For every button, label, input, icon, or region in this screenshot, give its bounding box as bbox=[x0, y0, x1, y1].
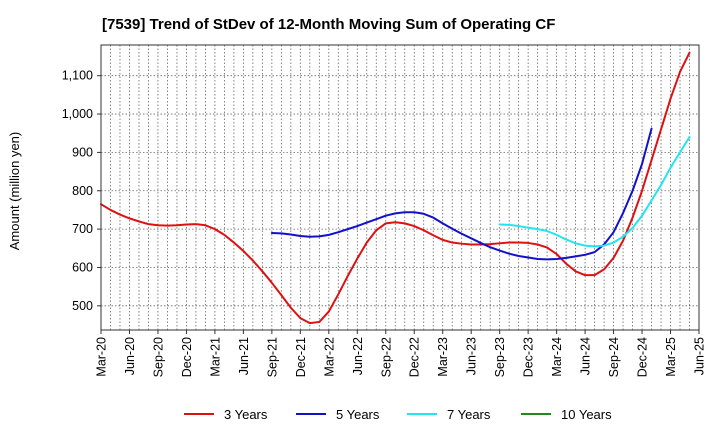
series-lines bbox=[100, 51, 691, 325]
legend-label-7-years: 7 Years bbox=[447, 407, 491, 422]
y-tick-label: 500 bbox=[72, 299, 93, 313]
x-tick-label: Sep-21 bbox=[265, 337, 279, 377]
x-tick-label: Dec-23 bbox=[522, 337, 536, 377]
x-tick-label: Sep-24 bbox=[607, 337, 621, 377]
x-tick-label: Jun-24 bbox=[579, 337, 593, 375]
grid-lines bbox=[100, 45, 700, 330]
series-line-5-years bbox=[270, 127, 653, 261]
x-tick-label: Dec-22 bbox=[408, 337, 422, 377]
y-tick-label: 600 bbox=[72, 260, 93, 274]
x-tick-label: Mar-23 bbox=[436, 337, 450, 377]
x-tick-label: Mar-24 bbox=[550, 337, 564, 377]
x-tick-label: Jun-21 bbox=[237, 337, 251, 375]
x-tick-label: Jun-20 bbox=[123, 337, 137, 375]
y-tick-label: 900 bbox=[72, 145, 93, 159]
y-tick-label: 1,100 bbox=[62, 69, 93, 83]
y-tick-label: 700 bbox=[72, 222, 93, 236]
x-tick-label: Dec-20 bbox=[180, 337, 194, 377]
x-tick-label: Mar-21 bbox=[208, 337, 222, 377]
x-tick-label: Sep-23 bbox=[493, 337, 507, 377]
x-tick-label: Dec-24 bbox=[636, 337, 650, 377]
x-tick-label: Jun-25 bbox=[693, 337, 707, 375]
series-line-7-years bbox=[498, 136, 691, 248]
x-tick-label: Sep-22 bbox=[379, 337, 393, 377]
plot-area-border bbox=[100, 44, 700, 331]
y-axis-ticks: 500 600 700 800 900 1,000 1,100 bbox=[62, 69, 101, 313]
x-tick-label: Mar-20 bbox=[95, 337, 109, 377]
y-tick-label: 800 bbox=[72, 184, 93, 198]
series-line-3-years bbox=[100, 51, 691, 325]
x-tick-label: Dec-21 bbox=[294, 337, 308, 377]
x-tick-label: Jun-23 bbox=[465, 337, 479, 375]
legend: 3 Years 5 Years 7 Years 10 Years bbox=[184, 407, 612, 422]
legend-label-3-years: 3 Years bbox=[224, 407, 268, 422]
legend-label-10-years: 10 Years bbox=[561, 407, 612, 422]
legend-label-5-years: 5 Years bbox=[336, 407, 380, 422]
plot-area-frame bbox=[101, 45, 699, 330]
x-tick-label: Sep-20 bbox=[151, 337, 165, 377]
x-tick-label: Jun-22 bbox=[351, 337, 365, 375]
y-tick-label: 1,000 bbox=[62, 107, 93, 121]
x-tick-label: Mar-22 bbox=[322, 337, 336, 377]
x-tick-label: Mar-25 bbox=[664, 337, 678, 377]
chart-title: [7539] Trend of StDev of 12-Month Moving… bbox=[102, 16, 555, 33]
x-axis-ticks: Mar-20 Jun-20 Sep-20 Dec-20 Mar-21 Jun-21 Sep-… bbox=[95, 330, 707, 377]
y-axis-label: Amount (million yen) bbox=[7, 132, 22, 251]
